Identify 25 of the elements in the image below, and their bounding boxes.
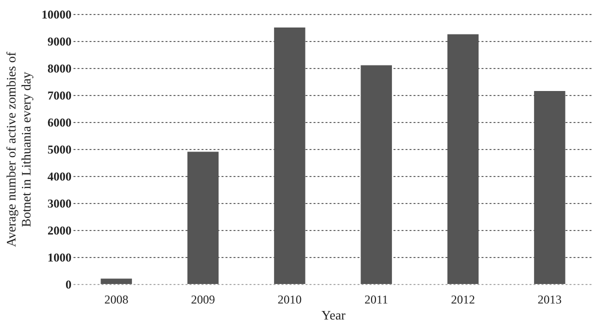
y-tick-label: 4000 xyxy=(48,170,72,184)
y-axis-title: Average number of active zombies of Botnet in Lithuania every day xyxy=(4,51,34,248)
y-tick-label: 5000 xyxy=(48,142,72,156)
y-tick-label: 7000 xyxy=(48,88,72,102)
y-tick-label: 10000 xyxy=(42,8,72,22)
y-tick-label: 1000 xyxy=(48,250,72,264)
y-tick-label: 3000 xyxy=(48,196,72,210)
y-tick-label: 2000 xyxy=(48,224,72,238)
bar xyxy=(534,90,566,284)
x-tick-label: 2011 xyxy=(364,292,388,306)
x-tick-label: 2009 xyxy=(191,292,215,306)
y-tick-label: 6000 xyxy=(48,116,72,130)
x-tick-label: 2008 xyxy=(104,292,128,306)
x-axis-title: Year xyxy=(322,308,346,322)
x-tick-label: 2013 xyxy=(538,292,562,306)
bar xyxy=(100,278,132,284)
bar xyxy=(447,34,479,284)
y-tick-label: 8000 xyxy=(48,62,72,76)
y-tick-label: 9000 xyxy=(48,34,72,48)
bar xyxy=(274,28,306,284)
x-tick-label: 2012 xyxy=(451,292,475,306)
x-tick-label: 2010 xyxy=(278,292,302,306)
bar xyxy=(187,152,219,284)
y-tick-label: 0 xyxy=(66,278,72,292)
bar xyxy=(360,65,392,284)
